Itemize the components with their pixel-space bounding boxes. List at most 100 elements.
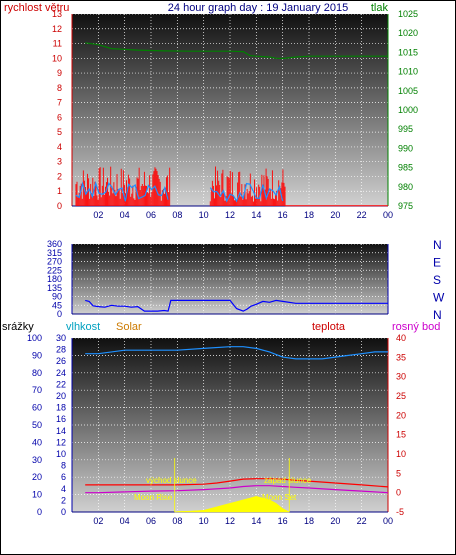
label-rosny-bod: rosný bod [392,321,440,333]
y-mid-tick-label: 2 [61,495,66,505]
y-right-tick-label: 1020 [398,28,418,38]
y-left-tick-label: 8 [57,83,62,93]
series-humidity [85,346,388,360]
grid-lines [72,13,388,513]
y-left-tick-label: 6 [57,112,62,122]
x-tick-label: 22 [357,516,367,526]
y-left-tick-label: 0 [57,201,62,211]
y-right-tick-label: 990 [398,143,413,153]
y-right-tick-label: 15 [396,430,406,440]
x-tick-label: 20 [330,516,340,526]
compass-label: N [433,238,442,252]
x-tick-label: 06 [146,210,156,220]
x-tick-label: 02 [93,210,103,220]
x-tick-label: 04 [120,210,130,220]
y-left-tick-label: 90 [32,350,42,360]
x-tick-label: 18 [304,516,314,526]
y-mid-tick-label: 10 [56,449,66,459]
y-right-tick-label: 1025 [398,9,418,19]
y-left-tick-label: 0 [57,309,62,319]
compass-label: N [433,308,442,322]
x-tick-label: 06 [146,516,156,526]
series-temperature [85,478,389,488]
y-left-tick-label: 80 [32,368,42,378]
x-tick-label: 18 [304,210,314,220]
x-tick-label: 08 [172,210,182,220]
y-mid-tick-label: 18 [56,403,66,413]
series-lines [85,42,389,513]
y-left-tick-label: 90 [52,292,62,302]
compass-label: E [433,256,441,270]
y-mid-tick-label: 24 [56,368,66,378]
x-tick-label: 02 [93,516,103,526]
y-left-tick-label: 225 [47,265,62,275]
y-mid-tick-label: 16 [56,414,66,424]
y-mid-tick-label: 0 [61,507,66,517]
compass-label: S [433,273,441,287]
series-direction [85,299,388,312]
y-left-tick-label: 270 [47,257,62,267]
compass-label: W [433,291,445,305]
y-left-tick-label: 40 [32,437,42,447]
y-mid-tick-label: 30 [56,333,66,343]
y-right-tick-label: 980 [398,182,413,192]
x-tick-label: 08 [172,516,182,526]
y-right-tick-label: 975 [398,201,413,211]
wind-gust-bars [75,166,388,207]
x-tick-label: 16 [278,210,288,220]
y-right-tick-label: 35 [396,352,406,362]
y-right-tick-label: 1015 [398,47,418,57]
y-mid-tick-label: 28 [56,345,66,355]
wind-average-line [75,180,169,202]
label-vlhkost: vlhkost [66,321,100,333]
panel-wind-direction [72,244,388,314]
y-left-tick-label: 10 [32,490,42,500]
x-tick-label: 00 [383,210,393,220]
y-right-tick-label: 995 [398,124,413,134]
y-right-tick-label: 40 [396,333,406,343]
y-left-tick-label: 10 [52,53,62,63]
label-srazky: srážky [2,321,34,333]
y-left-tick-label: 3 [57,157,62,167]
y-mid-tick-label: 14 [56,426,66,436]
sunset-label: západ slunce [264,476,312,485]
right-label-pressure: tlak [371,2,389,14]
y-right-tick-label: 0 [396,488,401,498]
x-tick-label: 10 [199,516,209,526]
y-left-tick-label: 2 [57,171,62,181]
series-solar [174,496,290,513]
y-left-tick-label: 0 [37,507,42,517]
y-right-tick-label: 20 [396,410,406,420]
series-pressure [85,42,388,60]
y-right-tick-label: 1000 [398,105,418,115]
x-tick-label: 10 [199,210,209,220]
x-tick-label: 14 [251,210,261,220]
y-mid-tick-label: 6 [61,472,66,482]
y-right-tick-label: 5 [396,468,401,478]
y-left-tick-label: 360 [47,239,62,249]
y-right-tick-label: 1010 [398,67,418,77]
y-right-tick-label: -5 [396,507,404,517]
y-left-tick-label: 45 [52,300,62,310]
y-left-tick-label: 11 [53,39,62,49]
y-mid-tick-label: 22 [56,379,66,389]
y-left-tick-label: 100 [27,333,42,343]
label-solar: Solar [116,321,142,333]
left-label-wind: rychlost větru [4,2,69,14]
x-tick-label: 16 [278,516,288,526]
label-teplota: teplota [312,321,346,333]
x-tick-label: 14 [251,516,261,526]
x-tick-label: 00 [383,516,393,526]
x-tick-label: 12 [225,210,235,220]
x-tick-label: 12 [225,516,235,526]
y-left-tick-label: 4 [57,142,62,152]
y-right-tick-label: 30 [396,372,406,382]
sunrise-label: východ slunce [146,476,197,485]
y-right-tick-label: 25 [396,391,406,401]
x-tick-label: 22 [357,210,367,220]
y-left-tick-label: 70 [32,385,42,395]
axis-ticks: 02 04 06 08 10 12 14 16 18 20 22 000123456789101112… [27,9,418,526]
x-tick-label: 20 [330,210,340,220]
